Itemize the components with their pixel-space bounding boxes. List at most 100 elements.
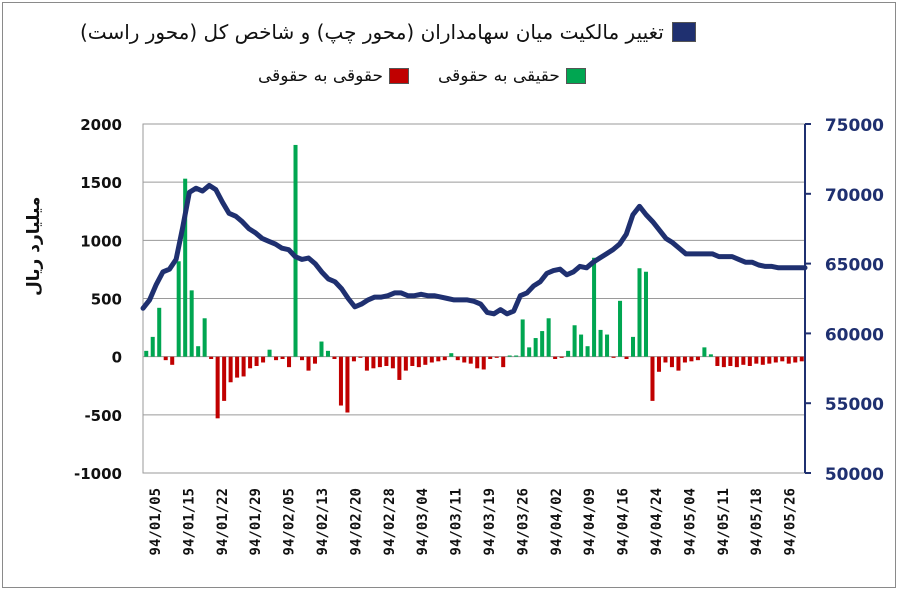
bar bbox=[261, 356, 266, 363]
bar bbox=[144, 350, 149, 357]
legend-index-label: تغییر مالکیت میان سهامداران (محور چپ) و … bbox=[80, 20, 664, 44]
bar bbox=[377, 356, 382, 368]
x-tick-label: 94/03/26 bbox=[515, 488, 531, 555]
bar bbox=[592, 257, 597, 357]
bar bbox=[345, 356, 350, 413]
bar bbox=[455, 356, 460, 361]
y2-tick-label: 65000 bbox=[825, 256, 884, 276]
x-tick-label: 94/02/05 bbox=[282, 488, 298, 555]
bar bbox=[241, 356, 246, 377]
index-swatch-icon bbox=[671, 22, 696, 42]
y-tick-label: 1500 bbox=[80, 174, 122, 192]
x-tick-label: 94/01/05 bbox=[148, 488, 164, 555]
bar bbox=[793, 356, 798, 363]
bar bbox=[728, 356, 733, 366]
y-tick-label: 2000 bbox=[80, 116, 122, 134]
bar bbox=[566, 350, 571, 357]
legend-index: تغییر مالکیت میان سهامداران (محور چپ) و … bbox=[80, 20, 696, 44]
bar bbox=[643, 271, 648, 357]
bar bbox=[222, 356, 227, 401]
bar bbox=[157, 307, 162, 357]
x-tick-label: 94/01/29 bbox=[248, 488, 264, 555]
bar bbox=[325, 350, 330, 357]
bar bbox=[546, 318, 551, 357]
bar bbox=[669, 356, 674, 368]
bar bbox=[300, 356, 305, 361]
bar bbox=[254, 356, 259, 366]
bar bbox=[663, 356, 668, 363]
legend-natural-to-legal-label: حقوقی به حقوقی bbox=[258, 66, 384, 86]
y-axis-label: میلیارد ریال bbox=[24, 196, 44, 296]
bar bbox=[202, 318, 207, 357]
bar bbox=[520, 319, 525, 357]
legend-natural-to-legal: حقوقی به حقوقی bbox=[258, 66, 410, 86]
bar bbox=[780, 356, 785, 362]
x-tick-label: 94/04/24 bbox=[649, 488, 665, 555]
bar bbox=[650, 356, 655, 401]
x-tick-label: 94/02/13 bbox=[315, 488, 331, 555]
x-tick-label: 94/05/11 bbox=[716, 488, 732, 555]
y-tick-label: -500 bbox=[84, 407, 122, 425]
bar bbox=[176, 261, 181, 357]
bar bbox=[507, 355, 512, 357]
bar bbox=[338, 356, 343, 406]
bar bbox=[397, 356, 402, 380]
bar bbox=[553, 356, 558, 359]
bar bbox=[611, 356, 616, 358]
x-tick-label: 94/03/11 bbox=[449, 488, 465, 555]
bar bbox=[312, 356, 317, 364]
bar bbox=[468, 356, 473, 364]
bar bbox=[163, 356, 168, 361]
x-tick-label: 94/01/22 bbox=[215, 488, 231, 555]
bar bbox=[708, 354, 713, 357]
bar bbox=[695, 356, 700, 361]
legend-legal-to-natural: حقیقی به حقوقی bbox=[438, 66, 586, 86]
bar bbox=[449, 353, 454, 357]
bar bbox=[754, 356, 759, 364]
natural-to-legal-swatch-icon bbox=[389, 68, 410, 84]
bar bbox=[209, 356, 214, 359]
bar bbox=[189, 290, 194, 357]
bar bbox=[572, 325, 577, 357]
bar bbox=[598, 329, 603, 357]
bar bbox=[656, 356, 661, 372]
y-tick-label: 1000 bbox=[80, 232, 122, 250]
bar bbox=[410, 356, 415, 366]
y2-tick-label: 50000 bbox=[825, 465, 884, 485]
bar bbox=[150, 336, 155, 357]
x-tick-label: 94/03/19 bbox=[482, 488, 498, 555]
x-tick-label: 94/04/02 bbox=[549, 488, 565, 555]
bar bbox=[403, 356, 408, 371]
bar bbox=[773, 356, 778, 363]
x-tick-label: 94/01/15 bbox=[181, 488, 197, 555]
legal-to-natural-swatch-icon bbox=[565, 68, 586, 84]
bar bbox=[786, 356, 791, 364]
bar bbox=[637, 268, 642, 357]
bar bbox=[416, 356, 421, 368]
bar bbox=[384, 356, 389, 366]
bar bbox=[475, 356, 480, 369]
bar bbox=[332, 356, 337, 359]
bar bbox=[527, 347, 532, 357]
y2-tick-label: 70000 bbox=[825, 186, 884, 206]
bar bbox=[715, 356, 720, 366]
bar bbox=[371, 356, 376, 369]
bar bbox=[306, 356, 311, 371]
bar bbox=[293, 144, 298, 357]
index-line bbox=[140, 182, 808, 317]
bar bbox=[267, 349, 272, 357]
bar bbox=[358, 356, 363, 358]
bar bbox=[274, 356, 279, 361]
bar bbox=[501, 356, 506, 368]
y2-tick-label: 55000 bbox=[825, 395, 884, 415]
bar bbox=[618, 300, 623, 357]
bar bbox=[423, 356, 428, 365]
bar bbox=[481, 356, 486, 370]
x-tick-label: 94/04/09 bbox=[582, 488, 598, 555]
bar bbox=[799, 356, 804, 362]
bar bbox=[559, 356, 564, 358]
y2-tick-label: 75000 bbox=[825, 116, 884, 136]
bar bbox=[183, 178, 188, 357]
